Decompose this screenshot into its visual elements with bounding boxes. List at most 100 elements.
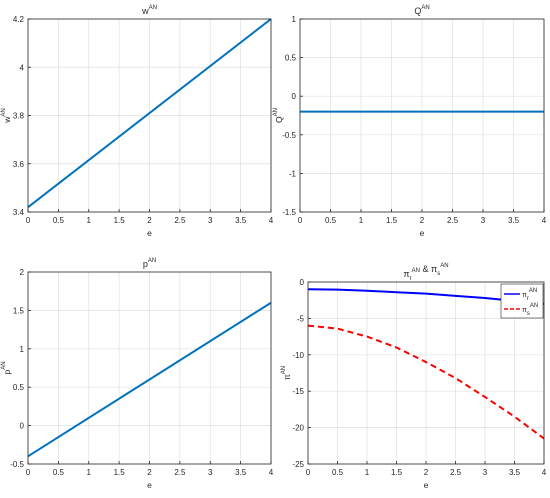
chart-title-sub: r [410,276,412,282]
x-tick-label: 1 [359,216,364,225]
chart-title-base: Q [414,6,421,16]
y-axis-label-base: Q [274,116,284,123]
chart-panel-4: 0 0.5 1 1.5 2 2.5 3 3.5 4-25-20-15-10-50eπANπrAN… [281,263,547,490]
y-tick-label: 0 [20,422,25,431]
x-tick-label: 3 [481,216,486,225]
y-tick-label: 1 [292,15,297,24]
x-tick-label: 2.5 [450,468,462,477]
y-tick-label: -1.5 [282,208,296,217]
x-axis-label: e [420,228,425,238]
x-tick-label: 1 [365,468,370,477]
y-tick-label: 0 [292,92,297,101]
y-tick-label: 2 [20,268,25,277]
y-tick-label: -5 [297,314,305,323]
x-tick-label: 1.5 [386,216,398,225]
x-tick-label: 2.5 [174,216,186,225]
chart-title-base: π [403,269,409,279]
chart-title-text: & [420,264,431,274]
x-tick-label: 1.5 [391,468,403,477]
y-tick-label: -0.5 [10,460,24,469]
chart-title-base: p [143,259,148,269]
y-axis-label: wAN [1,108,12,123]
y-tick-label: 4 [20,63,25,72]
x-tick-label: 2 [424,468,429,477]
y-axis-label-base: π [282,374,292,380]
y-axis-label: QAN [273,108,284,123]
y-axis-label-sup: AN [281,366,287,374]
x-tick-label: 3.5 [508,216,520,225]
x-tick-label: 3 [208,216,213,225]
x-tick-label: 3 [208,468,213,477]
x-tick-label: 1.5 [114,216,126,225]
y-tick-label: 3.4 [13,208,25,217]
legend-entry-1-sup: AN [529,288,537,294]
y-axis-label-base: p [2,370,12,375]
y-axis-label-group: πAN [281,366,292,380]
x-tick-label: 2.5 [174,468,186,477]
legend-entry-2-base: π [522,307,527,314]
x-tick-label: 0.5 [53,216,65,225]
y-tick-label: -1 [289,169,297,178]
y-tick-label: 0 [300,278,305,287]
y-tick-label: 4.2 [13,15,25,24]
y-tick-label: 3.6 [13,160,25,169]
x-tick-label: 3.5 [235,468,247,477]
series-line-1 [27,301,272,458]
y-tick-label: -15 [292,387,304,396]
chart-title-base: π [431,264,437,274]
y-axis-label-sup: AN [1,361,7,369]
x-tick-label: 3.5 [509,468,521,477]
chart-title-sup: AN [412,268,420,274]
x-tick-label: 0 [26,216,31,225]
chart-title: pAN [143,258,156,269]
x-tick-label: 4 [542,468,547,477]
y-axis-label-base: w [2,116,12,124]
x-tick-label: 0.5 [325,216,337,225]
x-tick-label: 0 [298,216,303,225]
y-tick-label: 0.5 [285,54,297,63]
x-tick-label: 2.5 [447,216,459,225]
y-axis-label-group: pAN [1,361,12,374]
x-axis-label: e [424,480,429,490]
x-tick-label: 0 [306,468,311,477]
legend-entry-1-sub: r [527,296,529,302]
legend-entry-2: πsAN [522,303,538,317]
legend-box [500,283,544,319]
y-axis-label-group: QAN [273,108,284,123]
x-tick-label: 1 [87,216,92,225]
chart-title: QAN [414,5,429,16]
chart-title-sup: AN [440,263,448,269]
chart-title-sup: AN [149,5,157,11]
series-line-2 [307,324,545,440]
y-tick-label: -10 [292,351,304,360]
x-axis-label: e [147,228,152,238]
x-tick-label: 0.5 [332,468,344,477]
y-axis-label-sup: AN [273,108,279,116]
x-tick-label: 1.5 [114,468,126,477]
y-axis-label-sup: AN [1,108,7,116]
legend-entry-1: πrAN [522,288,537,302]
y-tick-label: -20 [292,424,304,433]
chart-title-sup: AN [421,5,429,11]
x-axis-label: e [147,480,152,490]
x-tick-label: 0.5 [53,468,65,477]
y-tick-label: -25 [292,460,304,469]
y-axis-label-group: wAN [1,108,12,123]
y-axis-label: πAN [281,366,292,380]
legend-entry-2-sup: AN [530,303,538,309]
x-tick-label: 3 [483,468,488,477]
x-tick-label: 1 [87,468,92,477]
series-line-1 [27,18,272,208]
x-tick-label: 2 [420,216,425,225]
x-tick-label: 4 [269,216,274,225]
x-tick-label: 2 [147,468,152,477]
y-tick-label: 0.5 [13,383,25,392]
y-tick-label: -0.5 [282,131,296,140]
chart-title: wAN [141,5,157,16]
y-tick-label: 1.5 [13,306,25,315]
